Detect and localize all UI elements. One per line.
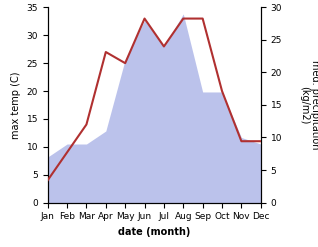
Y-axis label: med. precipitation
(kg/m2): med. precipitation (kg/m2) (299, 60, 318, 150)
Y-axis label: max temp (C): max temp (C) (11, 71, 21, 139)
X-axis label: date (month): date (month) (118, 227, 190, 237)
